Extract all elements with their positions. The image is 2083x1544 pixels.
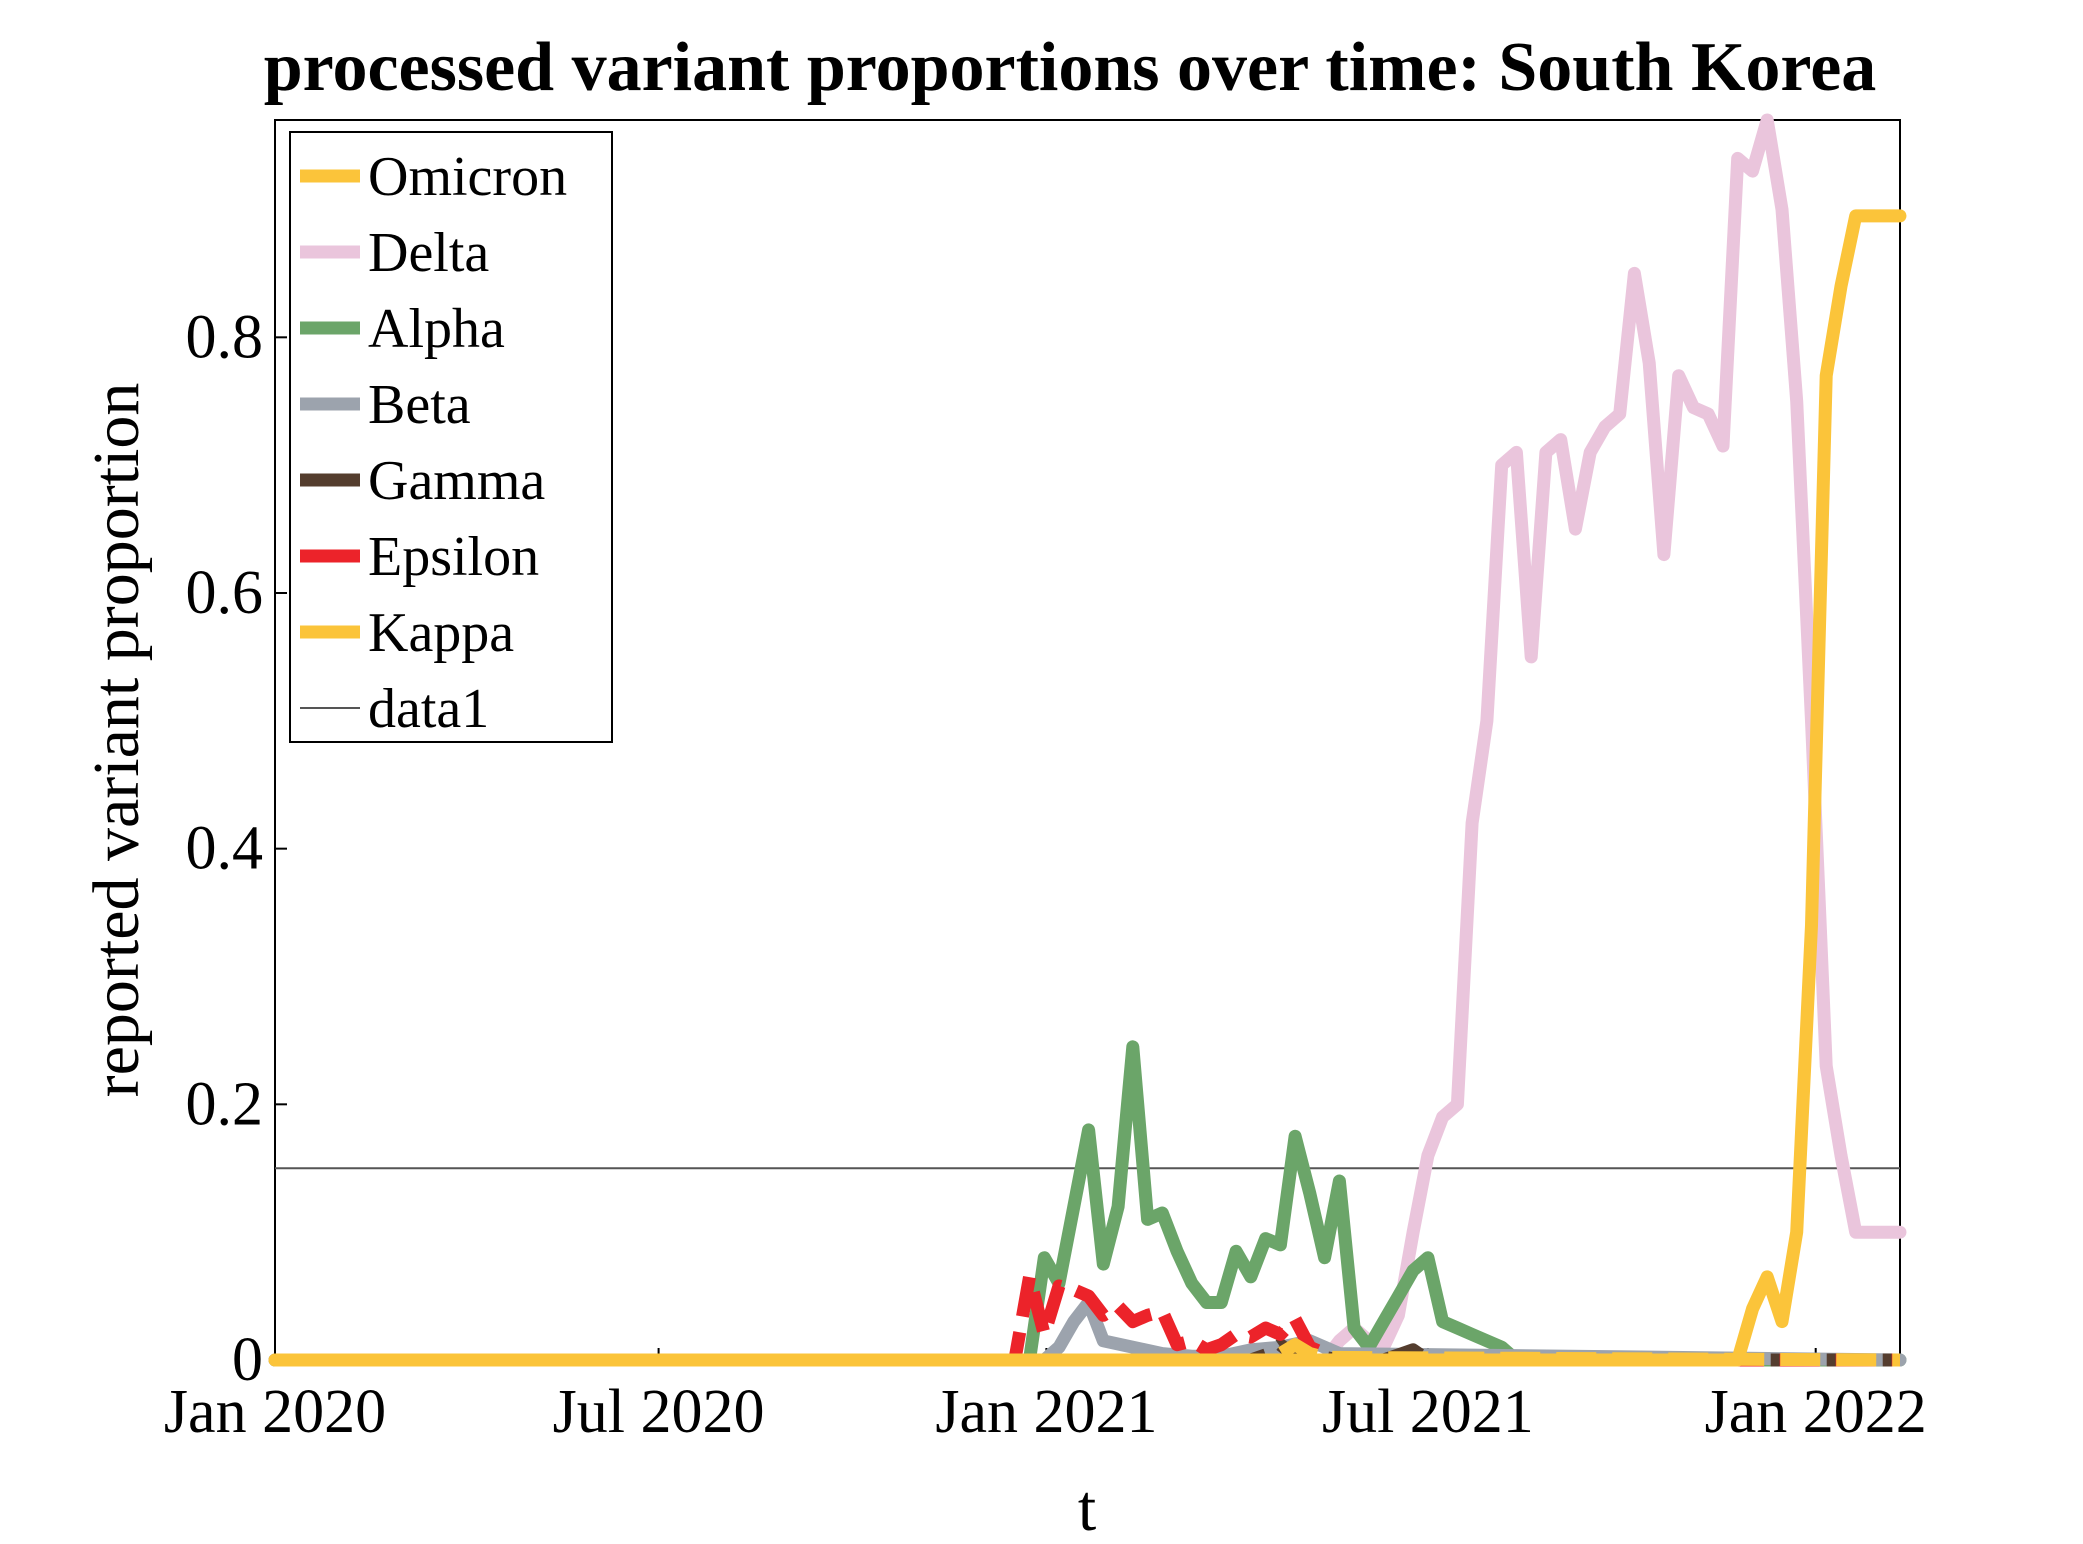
y-tick-label: 0.2 — [186, 1070, 264, 1138]
legend-label-epsilon: Epsilon — [368, 526, 539, 588]
series-lines — [268, 113, 1907, 1367]
legend-label-data1: data1 — [368, 678, 489, 740]
x-tick-label: Jan 2021 — [935, 1378, 1157, 1446]
legend-box — [289, 131, 613, 743]
y-tick-label: 0.8 — [186, 303, 264, 371]
y-axis-label: reported variant proportion — [80, 383, 153, 1098]
legend-label-kappa: Kappa — [368, 602, 514, 664]
legend-label-beta: Beta — [368, 374, 471, 436]
series-line-alpha — [268, 1040, 1907, 1367]
y-tick-label: 0.6 — [186, 559, 264, 627]
legend-label-delta: Delta — [368, 222, 489, 284]
x-tick-label: Jul 2021 — [1322, 1378, 1534, 1446]
legend-label-alpha: Alpha — [368, 298, 505, 360]
series-line-beta — [268, 1296, 1907, 1367]
x-tick-label: Jan 2020 — [164, 1378, 386, 1446]
legend-label-gamma: Gamma — [368, 450, 545, 512]
x-tick-label: Jul 2020 — [553, 1378, 765, 1446]
plot-area: 0 0.2 0.4 0.6 0.8 Jan 2020 Jul 2020 Jan 2021 Ju… — [164, 113, 1927, 1446]
y-tick-label: 0 — [232, 1326, 263, 1394]
legend: Omicron Delta Alpha Beta Gamma Epsilon Kappa da… — [289, 131, 613, 743]
legend-label-omicron: Omicron — [368, 146, 567, 208]
x-axis: Jan 2020 Jul 2020 Jan 2021 Jul 2021 Jan 2022 — [164, 1348, 1927, 1446]
x-axis-label: t — [1078, 1472, 1096, 1544]
series-line-epsilon — [275, 1270, 1900, 1367]
chart-title: processed variant proportions over time:… — [264, 29, 1877, 106]
series-line-omicron — [268, 209, 1907, 1367]
x-tick-label: Jan 2022 — [1705, 1378, 1927, 1446]
y-tick-label: 0.4 — [186, 815, 264, 883]
y-axis: 0 0.2 0.4 0.6 0.8 — [186, 303, 287, 1394]
